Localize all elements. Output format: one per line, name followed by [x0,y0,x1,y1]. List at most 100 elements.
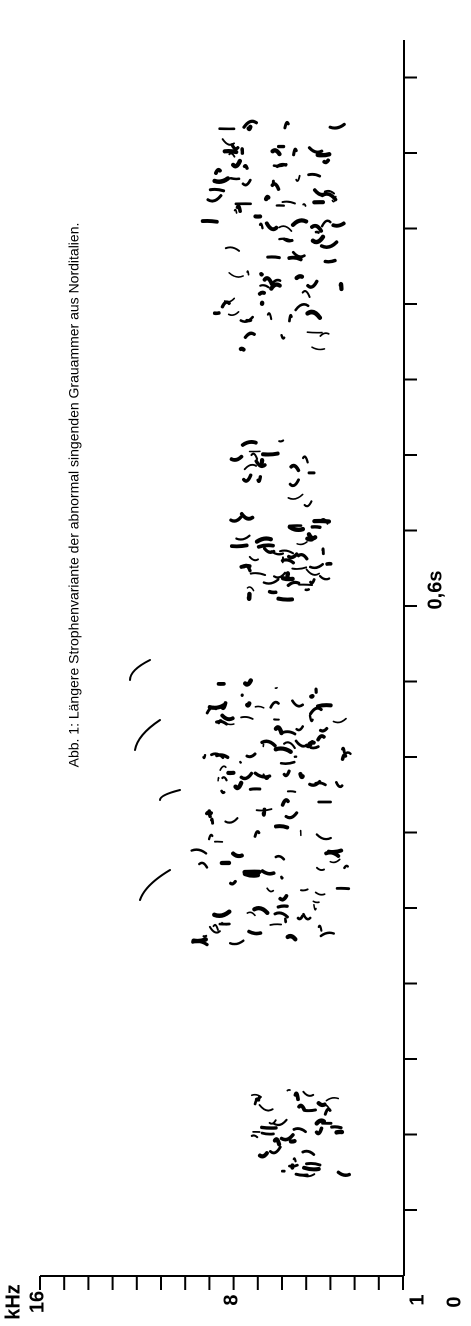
spectrogram-stroke [332,717,347,724]
spectrogram-stroke [256,475,263,484]
spectrogram-stroke [309,745,320,750]
frequency-unit: kHz [2,1284,24,1320]
spectrogram-stroke [319,332,330,337]
spectrogram-stroke [293,1091,300,1102]
spectrogram-stroke [235,534,251,541]
spectrogram-stroke [243,678,254,687]
spectrogram-stroke [242,119,258,129]
spectrogram-stroke [210,817,215,825]
spectrogram-stroke [254,705,265,709]
spectrogram-stroke [307,172,322,178]
spectrogram-stroke [221,921,230,926]
spectrogram-stroke [296,552,309,561]
spectrogram-stroke [228,939,245,946]
spectrogram-stroke [275,162,288,169]
spectrogram-stroke [246,270,250,276]
spectrogram-stroke [280,798,290,807]
spectrogram-stroke [341,746,346,754]
spectrogram-stroke [224,817,239,824]
spectrogram-stroke [307,740,316,746]
spectrogram-stroke [305,568,321,576]
spectrogram-stroke [217,719,223,725]
spectrogram-stroke [191,937,208,944]
spectrogram-stroke [262,276,274,287]
spectrogram-stroke [328,122,346,130]
spectrogram-stroke [289,463,301,473]
frequency-label: 8 [220,1294,242,1305]
spectrogram-stroke [229,176,241,181]
spectrogram-stroke [208,925,221,934]
spectrogram-stroke [243,463,258,471]
spectrogram-stroke [254,459,267,469]
spectrogram-stroke [291,566,308,570]
spectrogram-stroke [242,473,253,483]
spectrogram-stroke [250,1093,262,1098]
spectrogram-stroke [314,891,326,896]
spectrogram-stroke [303,500,313,508]
spectrogram [129,119,352,1178]
spectrogram-stroke [208,187,226,193]
spectrogram-stroke [212,923,219,931]
spectrogram-stroke [302,203,307,207]
spectrogram-stroke [269,923,283,926]
spectrogram-stroke [220,300,231,309]
spectrogram-stroke [238,346,246,352]
spectrogram-stroke [338,281,344,292]
spectrogram-stroke [233,780,244,791]
spectrogram-stroke [202,753,207,760]
spectrogram-stroke [241,178,252,187]
spectrogram-stroke [303,1108,317,1113]
spectrogram-stroke [266,887,275,893]
spectrogram-stroke [270,148,282,157]
caption: Abb. 1: Längere Strophenvariante der abn… [66,223,82,768]
spectrogram-stroke [308,780,322,787]
spectrogram-stroke [231,158,243,169]
spectrogram-stroke [245,752,257,759]
spectrogram-stroke [239,315,254,323]
spectrogram-stroke [200,218,219,224]
spectrogram-stroke [294,303,310,312]
spectrogram-stroke [315,703,333,709]
spectrogram-stroke [207,833,214,841]
spectrogram-stroke [262,547,276,554]
spectrogram-stroke [198,861,209,869]
spectrogram-stroke [331,221,346,228]
spectrogram-stroke [307,146,324,154]
spectrogram-stroke [220,713,235,722]
spectrogram-stroke [297,1103,307,1112]
spectrogram-stroke [287,493,304,500]
spectrogram-stroke [278,225,293,232]
spectrogram-stroke [280,558,296,565]
spectrogram-stroke [286,790,297,793]
spectrogram-stroke [242,563,252,573]
spectrogram-stroke [256,543,275,549]
spectrogram-stroke [309,578,316,585]
frequency-label: 16 [26,1291,48,1313]
spectrogram-stroke [129,659,151,681]
spectrogram-stroke [301,290,311,299]
spectrogram-stroke [239,771,254,781]
ticks [39,76,417,1290]
spectrogram-stroke [323,189,336,195]
spectrogram-stroke [258,222,264,230]
spectrogram-stroke [329,858,341,864]
spectrogram-stroke [295,725,304,732]
spectrogram-stroke [287,255,303,262]
spectrogram-stroke [257,1151,269,1159]
spectrogram-stroke [214,167,222,175]
spectrogram-stroke [268,1145,282,1155]
spectrogram-stroke [266,312,273,321]
spectrogram-stroke [298,771,305,780]
spectrogram-stroke [334,780,344,789]
spectrogram-stroke [272,1137,282,1147]
spectrogram-stroke [290,218,309,227]
spectrogram-stroke [281,200,296,205]
spectrogram-stroke [308,562,325,570]
spectrogram-stroke [280,334,286,340]
spectrogram-stroke [314,1126,324,1136]
spectrogram-stroke [264,221,279,232]
spectrogram-stroke [274,854,286,861]
spectrogram-stroke [259,284,270,289]
